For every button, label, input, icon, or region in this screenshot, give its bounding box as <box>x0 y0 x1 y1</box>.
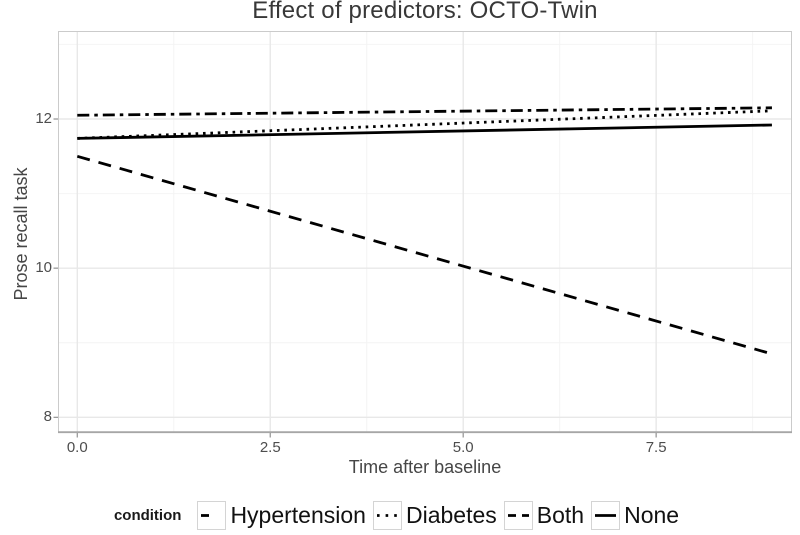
series-line-diabetes <box>77 109 772 140</box>
series-lines <box>76 106 773 356</box>
major-gridlines <box>58 31 792 433</box>
chart-title: Effect of predictors: OCTO-Twin <box>252 0 598 24</box>
series-line-none <box>77 123 772 140</box>
legend-item-label: Hypertension <box>230 501 366 528</box>
y-tick-label: 8 <box>43 408 52 426</box>
y-tick-label: 12 <box>35 110 52 127</box>
series-line-hypertension <box>77 106 772 117</box>
legend-item-none: None <box>591 500 686 530</box>
legend-items: Hypertension Diabetes Both None <box>197 500 686 530</box>
legend-item-diabetes: Diabetes <box>372 500 504 530</box>
legend-key-dotted-line-icon <box>372 500 402 530</box>
legend-item-hypertension: Hypertension <box>197 500 373 530</box>
legend-item-both: Both <box>503 500 591 530</box>
legend-item-label: None <box>624 501 680 528</box>
plot-panel <box>53 31 792 438</box>
y-axis-title: Prose recall task <box>11 167 31 301</box>
axis-ticks <box>53 118 657 438</box>
series-line-both <box>76 154 773 356</box>
legend-key-dashdot-line-icon <box>197 500 227 530</box>
legend-item-label: Both <box>536 501 585 528</box>
legend-item-label: Diabetes <box>405 501 497 528</box>
panel-border <box>58 31 792 433</box>
y-tick-label: 10 <box>35 259 52 277</box>
minor-gridlines <box>58 31 792 433</box>
x-tick-label: 0.0 <box>66 439 88 456</box>
legend: condition Hypertension Diabetes Both None <box>0 495 800 535</box>
legend-title: condition <box>113 506 182 524</box>
x-axis-title: Time after baseline <box>348 457 502 477</box>
x-tick-label: 2.5 <box>259 439 281 456</box>
legend-key-solid-line-icon <box>591 500 621 530</box>
legend-key-dashed-line-icon <box>503 500 533 530</box>
x-tick-label: 5.0 <box>452 439 474 456</box>
x-tick-label: 7.5 <box>645 439 667 456</box>
